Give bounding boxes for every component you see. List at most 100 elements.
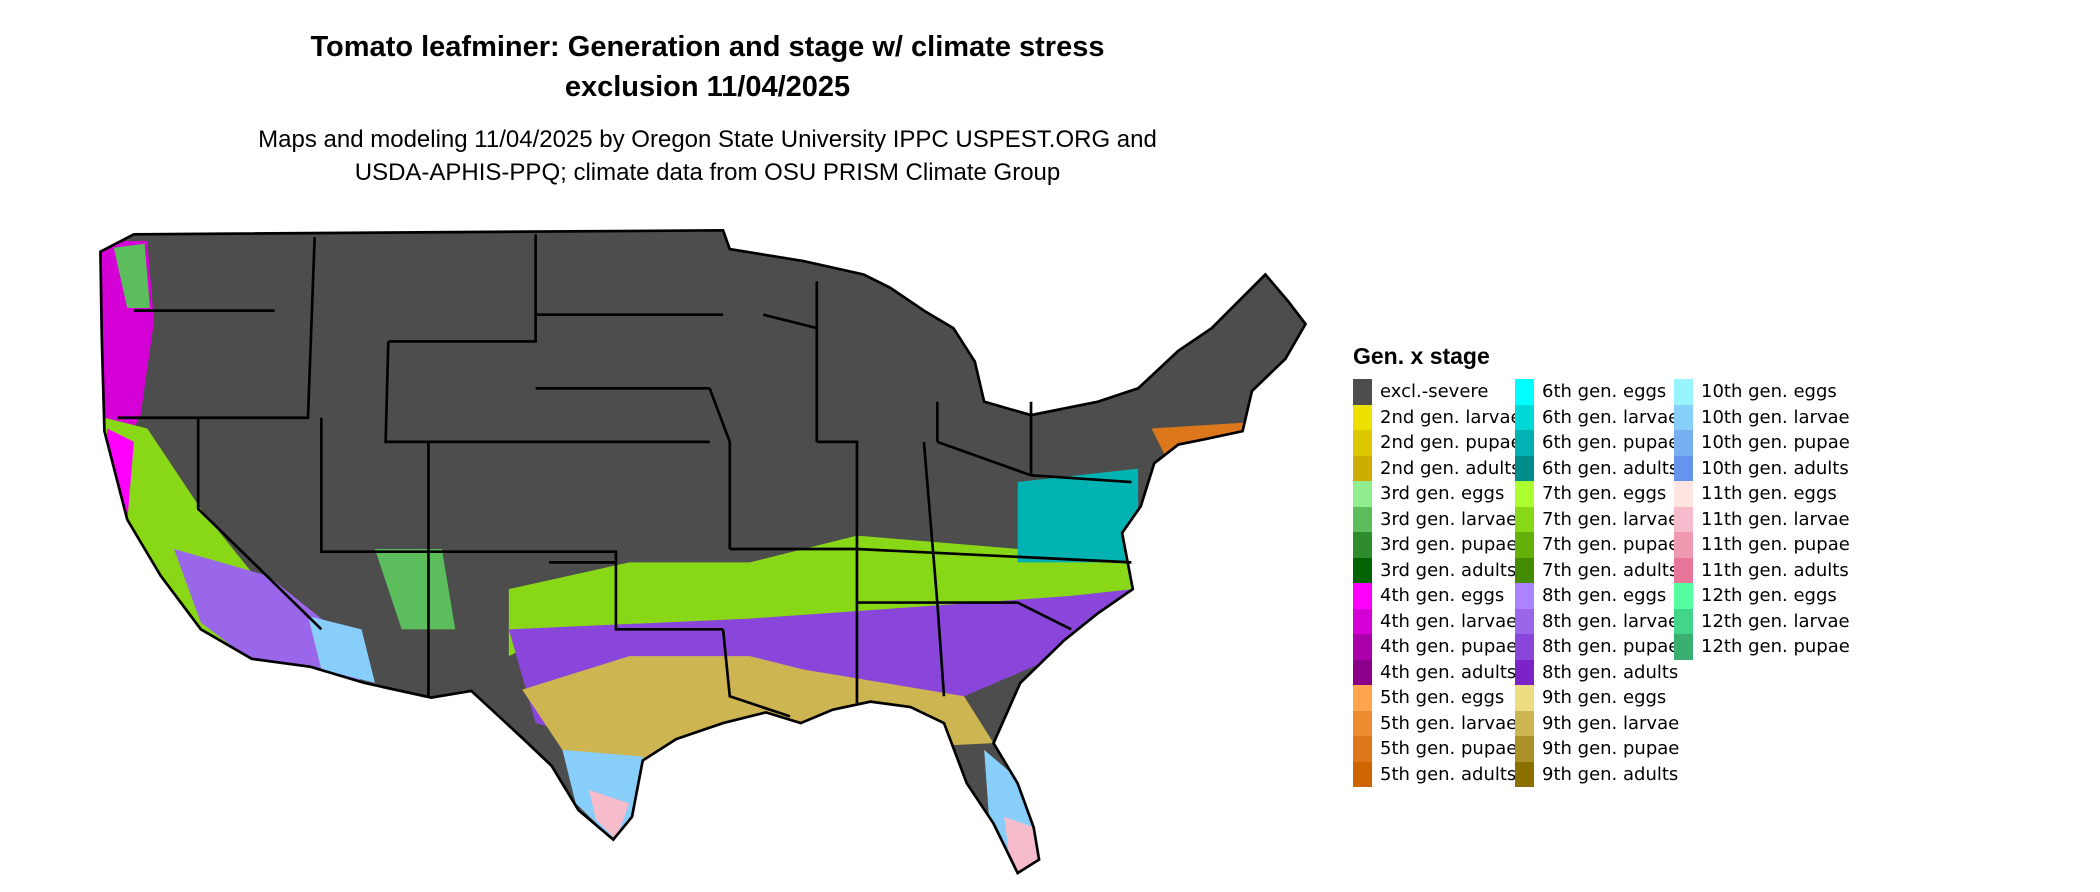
legend-label: 10th gen. adults: [1701, 457, 1849, 479]
legend-item: 6th gen. larvae: [1515, 404, 1679, 430]
legend-label: excl.-severe: [1380, 381, 1489, 403]
legend-label: 10th gen. pupae: [1701, 432, 1850, 454]
legend-item: 11th gen. adults: [1674, 557, 1850, 583]
legend-swatch: [1674, 608, 1693, 634]
legend-label: 9th gen. eggs: [1542, 687, 1667, 709]
legend-item: 10th gen. eggs: [1674, 379, 1850, 405]
legend-item: 6th gen. eggs: [1515, 379, 1679, 405]
legend-swatch: [1674, 481, 1693, 507]
zone-south-florida: [1004, 816, 1042, 874]
legend-item: 8th gen. eggs: [1515, 583, 1679, 609]
legend-item: 12th gen. larvae: [1674, 608, 1850, 634]
legend-label: 9th gen. adults: [1542, 763, 1679, 785]
legend-swatch: [1353, 685, 1372, 711]
legend-item: 7th gen. adults: [1515, 557, 1679, 583]
legend-swatch: [1674, 583, 1693, 609]
map-title-line-2: exclusion 11/04/2025: [564, 71, 851, 103]
legend-swatch: [1353, 532, 1372, 558]
us-map: [99, 228, 1307, 875]
legend-swatch: [1353, 761, 1372, 787]
legend-item: 3rd gen. larvae: [1353, 506, 1522, 532]
legend-title: Gen. x stage: [1353, 343, 1490, 369]
legend-label: 5th gen. pupae: [1380, 738, 1518, 760]
legend-item: 4th gen. larvae: [1353, 608, 1522, 634]
legend-item: 5th gen. eggs: [1353, 685, 1522, 711]
legend-item: 7th gen. eggs: [1515, 481, 1679, 507]
legend-label: 3rd gen. eggs: [1380, 483, 1505, 505]
legend-item: 12th gen. pupae: [1674, 634, 1850, 660]
zone-mid-atlantic: [1017, 468, 1139, 563]
legend-swatch: [1674, 404, 1693, 430]
legend-item: 9th gen. eggs: [1515, 685, 1679, 711]
legend-swatch: [1674, 634, 1693, 660]
zone-wa-coast: [113, 243, 150, 308]
zone-texas-tip: [589, 790, 630, 840]
legend-item: 4th gen. adults: [1353, 659, 1522, 685]
legend-swatch: [1353, 404, 1372, 430]
legend-item: 10th gen. adults: [1674, 455, 1850, 481]
legend-label: 11th gen. adults: [1701, 559, 1849, 581]
legend-item: 9th gen. pupae: [1515, 736, 1679, 762]
legend-label: 2nd gen. larvae: [1380, 406, 1522, 428]
legend-label: 11th gen. eggs: [1701, 483, 1837, 505]
legend-swatch: [1353, 481, 1372, 507]
legend-swatch: [1515, 685, 1534, 711]
legend-item: 9th gen. larvae: [1515, 710, 1680, 736]
map-subtitle-line-2: USDA-APHIS-PPQ; climate data from OSU PR…: [354, 159, 1061, 186]
legend-label: 5th gen. larvae: [1380, 712, 1518, 734]
legend-label: 11th gen. larvae: [1701, 508, 1850, 530]
legend-item: 10th gen. pupae: [1674, 430, 1850, 456]
legend-swatch: [1353, 379, 1372, 405]
legend-swatch: [1353, 506, 1372, 532]
legend-swatch: [1353, 557, 1372, 583]
legend-swatch: [1353, 583, 1372, 609]
legend-item: 2nd gen. adults: [1353, 455, 1522, 481]
legend-item: 5th gen. pupae: [1353, 736, 1522, 762]
legend-swatch: [1515, 379, 1534, 405]
legend-item: 8th gen. pupae: [1515, 634, 1679, 660]
legend-item: excl.-severe: [1353, 379, 1522, 405]
legend-item: 3rd gen. pupae: [1353, 532, 1522, 558]
legend-item: 2nd gen. larvae: [1353, 404, 1522, 430]
legend-item: 2nd gen. pupae: [1353, 430, 1522, 456]
legend-label: 4th gen. pupae: [1380, 636, 1518, 658]
legend-label: 12th gen. larvae: [1701, 610, 1850, 632]
legend-label: 7th gen. adults: [1542, 559, 1679, 581]
legend-item: 11th gen. pupae: [1674, 532, 1850, 558]
legend-label: 9th gen. larvae: [1542, 712, 1680, 734]
legend-item: 10th gen. larvae: [1674, 404, 1850, 430]
legend-swatch: [1515, 583, 1534, 609]
legend-label: 8th gen. eggs: [1542, 585, 1667, 607]
legend-item: 12th gen. eggs: [1674, 583, 1850, 609]
legend-swatch: [1515, 532, 1534, 558]
legend-item: 5th gen. larvae: [1353, 710, 1522, 736]
legend-column-2: 6th gen. eggs 6th gen. larvae 6th gen. pup…: [1515, 379, 1679, 787]
legend-label: 7th gen. pupae: [1542, 534, 1680, 556]
legend-label: 5th gen. eggs: [1380, 687, 1505, 709]
map-subtitle-line-1: Maps and modeling 11/04/2025 by Oregon S…: [258, 126, 1157, 153]
legend-swatch: [1515, 506, 1534, 532]
legend-label: 5th gen. adults: [1380, 763, 1517, 785]
legend-swatch: [1353, 430, 1372, 456]
legend-swatch: [1515, 481, 1534, 507]
legend-label: 3rd gen. adults: [1380, 559, 1517, 581]
legend-column-3: 10th gen. eggs 10th gen. larvae 10th gen. …: [1674, 379, 1850, 660]
legend-item: 11th gen. larvae: [1674, 506, 1850, 532]
legend-swatch: [1353, 710, 1372, 736]
legend-item: 4th gen. pupae: [1353, 634, 1522, 660]
legend-label: 9th gen. pupae: [1542, 738, 1680, 760]
zone-az-highlands: [374, 548, 456, 630]
legend-item: 8th gen. larvae: [1515, 608, 1679, 634]
legend-swatch: [1674, 430, 1693, 456]
legend-label: 4th gen. eggs: [1380, 585, 1505, 607]
legend-swatch: [1515, 634, 1534, 660]
legend-item: 11th gen. eggs: [1674, 481, 1850, 507]
map-title-line-1: Tomato leafminer: Generation and stage w…: [310, 31, 1105, 63]
zone-socal: [174, 548, 362, 683]
legend-swatch: [1515, 608, 1534, 634]
legend-swatch: [1674, 506, 1693, 532]
legend-item: 3rd gen. eggs: [1353, 481, 1522, 507]
legend-label: 3rd gen. larvae: [1380, 508, 1518, 530]
legend-label: 4th gen. larvae: [1380, 610, 1518, 632]
legend-swatch: [1674, 557, 1693, 583]
